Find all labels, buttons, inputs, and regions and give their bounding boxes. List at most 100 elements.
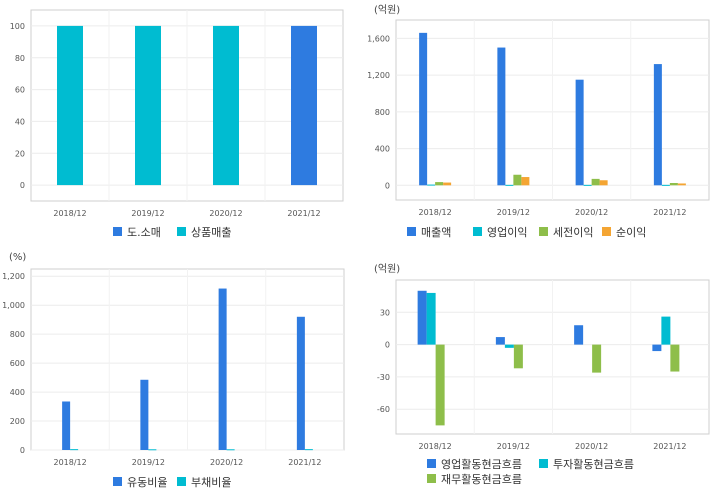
legend-label: 부채비율 (191, 476, 231, 489)
bar-2-4 (661, 184, 670, 186)
bar-1-3 (574, 325, 584, 345)
chart-panel-1: 0 20 40 60 80 100 2018/12 2019/12 2020/12 2021/12… (10, 9, 344, 239)
x-tick-label: 2021/12 (288, 458, 321, 467)
bar-2-2 (505, 184, 514, 186)
bar-3-3 (591, 178, 600, 186)
y-tick-label: 600 (10, 359, 25, 368)
legend-swatch (177, 477, 186, 486)
bar-2-3 (583, 184, 592, 186)
legend-label: 도.소매 (127, 226, 161, 239)
y-tick-label: 400 (375, 145, 390, 154)
legend-label: 재무활동현금흐름 (441, 472, 522, 486)
x-tick-label: 2020/12 (575, 442, 608, 451)
x-tick-label: 2018/12 (53, 209, 86, 218)
bar-4-4 (677, 183, 686, 186)
y-tick-label: 80 (15, 54, 25, 63)
legend-label: 매출액 (421, 226, 451, 239)
legend-swatch (177, 227, 186, 236)
y-tick-label: 1,200 (2, 272, 25, 281)
y-tick-label: 20 (15, 149, 25, 158)
x-tick-label: 2021/12 (653, 208, 686, 217)
legend-label: 영업활동현금흐름 (441, 457, 522, 471)
chart-panel-3: 0 200 400 600 800 1,000 1,200 2018/12 2019/12 202… (2, 252, 345, 489)
x-tick-label: 2021/12 (653, 442, 686, 451)
legend-swatch (602, 227, 611, 236)
bar-3-4 (669, 183, 678, 186)
x-tick-label: 2018/12 (54, 458, 87, 467)
y-tick-label: 30 (380, 308, 390, 317)
bar-4-1 (443, 182, 452, 186)
bar-1-4 (652, 344, 662, 352)
y-tick-label: -60 (377, 405, 390, 414)
bar-1-4 (291, 25, 317, 186)
y-tick-label: 1,600 (367, 34, 390, 43)
bar-2-3 (213, 25, 239, 186)
y-tick-label: 0 (385, 181, 390, 190)
unit-label: (억원) (374, 263, 400, 275)
legend-label: 상품매출 (191, 226, 231, 239)
x-tick-label: 2019/12 (497, 208, 530, 217)
y-tick-label: 0 (385, 341, 390, 350)
y-tick-label: 40 (15, 117, 25, 126)
legend-swatch (113, 227, 122, 236)
x-tick-label: 2019/12 (131, 209, 164, 218)
legend-swatch (407, 227, 416, 236)
legend-label: 투자활동현금흐름 (553, 457, 634, 471)
y-tick-label: 800 (375, 108, 390, 117)
legend-label: 세전이익 (553, 226, 593, 239)
y-tick-label: -30 (377, 373, 390, 382)
bar-3-2 (513, 344, 523, 369)
chart-panel-2: 0 400 800 1,200 1,600 2018/12 2019/12 2020/12 20… (367, 4, 710, 239)
y-tick-label: 400 (10, 388, 25, 397)
unit-label: (%) (9, 252, 26, 263)
x-tick-label: 2018/12 (419, 442, 452, 451)
bar-3-3 (592, 344, 602, 373)
bar-3-2 (513, 174, 522, 186)
y-tick-label: 100 (10, 22, 25, 31)
bar-2-1 (57, 25, 83, 186)
legend-swatch (539, 459, 548, 468)
legend-label: 유동비율 (127, 476, 167, 489)
bar-3-1 (435, 344, 445, 426)
bar-1-1 (62, 401, 71, 450)
bar-1-2 (140, 379, 149, 450)
unit-label: (억원) (374, 4, 400, 16)
x-tick-label: 2020/12 (210, 458, 243, 467)
bar-2-1 (427, 184, 436, 186)
x-tick-label: 2018/12 (419, 208, 452, 217)
bar-1-1 (417, 290, 427, 345)
y-tick-label: 0 (20, 446, 25, 455)
legend-swatch (539, 227, 548, 236)
y-tick-label: 200 (10, 417, 25, 426)
bar-2-2 (148, 449, 157, 451)
bar-1-2 (495, 337, 505, 345)
bar-3-1 (435, 182, 444, 186)
bar-4-3 (599, 180, 608, 186)
bar-1-1 (419, 32, 428, 186)
y-tick-label: 60 (15, 86, 25, 95)
chart-panel-4: -60 -30 0 30 2018/12 2019/12 2020/12 2021/12 (억원… (374, 263, 710, 486)
y-tick-label: 800 (10, 330, 25, 339)
y-tick-label: 0 (20, 181, 25, 190)
bar-2-1 (426, 292, 436, 345)
bar-1-4 (653, 64, 662, 186)
bar-2-2 (135, 25, 161, 186)
bar-2-2 (504, 344, 514, 348)
bar-1-4 (296, 316, 305, 450)
x-tick-label: 2019/12 (132, 458, 165, 467)
legend-swatch (427, 459, 436, 468)
bar-1-3 (218, 288, 227, 450)
bar-4-2 (521, 177, 530, 186)
bar-2-4 (304, 449, 313, 451)
bar-2-4 (661, 316, 671, 345)
legend-label: 순이익 (616, 226, 646, 239)
legend-swatch (427, 474, 436, 483)
x-tick-label: 2021/12 (287, 209, 320, 218)
bar-1-3 (575, 79, 584, 186)
y-tick-label: 1,000 (2, 301, 25, 310)
bar-1-2 (497, 47, 506, 186)
x-tick-label: 2019/12 (497, 442, 530, 451)
legend-swatch (113, 477, 122, 486)
legend-label: 영업이익 (487, 226, 527, 239)
